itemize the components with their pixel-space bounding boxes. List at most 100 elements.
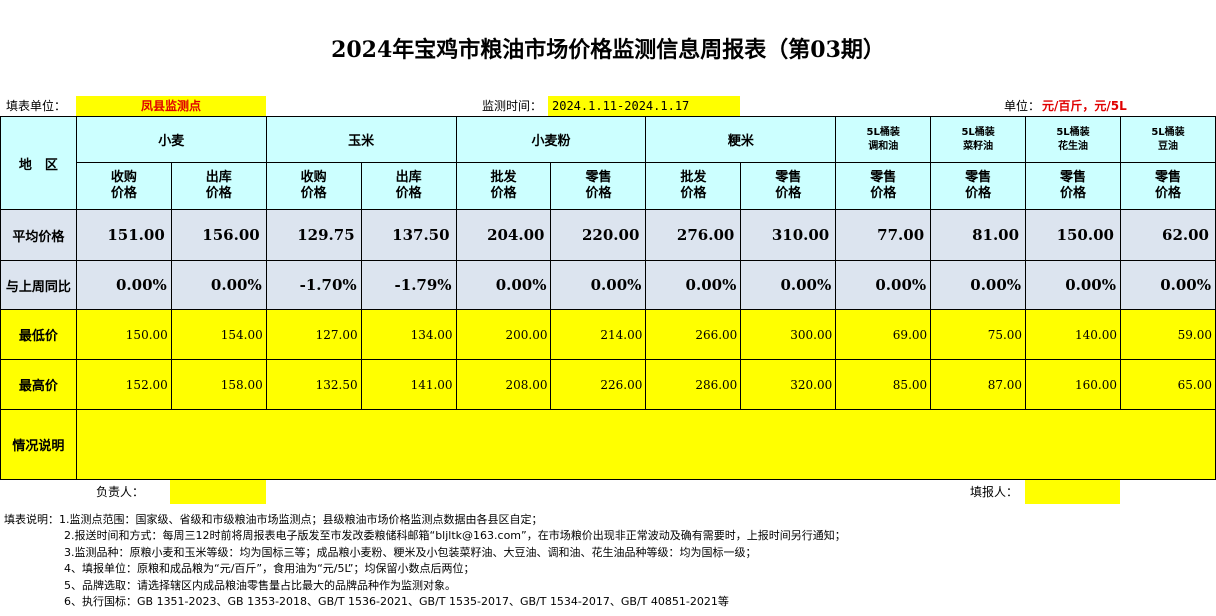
avg-value[interactable]: 151.00	[75, 209, 172, 261]
header-group-wheat: 小麦	[75, 116, 267, 163]
max-value[interactable]: 160.00	[1025, 359, 1121, 410]
row-max: 最高价 152.00 158.00 132.50 141.00 208.00 2…	[0, 359, 1216, 410]
max-value[interactable]: 152.00	[75, 359, 172, 410]
min-value[interactable]: 140.00	[1025, 309, 1121, 360]
price-table: 地 区 小麦 玉米 小麦粉 粳米 5L桶装 调和油 5L桶装 菜籽油 5L桶装 花生油…	[0, 116, 1216, 480]
min-value[interactable]: 134.00	[360, 309, 457, 360]
header-group-flour: 小麦粉	[455, 116, 647, 163]
header-oil-peanut: 5L桶装 花生油	[1025, 116, 1121, 163]
row-label: 与上周同比	[0, 260, 77, 310]
avg-value[interactable]: 62.00	[1119, 209, 1216, 261]
yoy-value[interactable]: -1.79%	[360, 260, 457, 310]
signature-row: 负责人： 填报人：	[0, 480, 1216, 504]
max-value[interactable]: 87.00	[930, 359, 1027, 410]
yoy-value[interactable]: 0.00%	[645, 260, 742, 310]
subheader-cell: 零售 价格	[930, 162, 1027, 210]
responsible-field[interactable]	[170, 480, 266, 504]
instructions: 填表说明：1.监测点范围：国家级、省级和市级粮油市场监测点；县级粮油市场价格监测…	[4, 512, 1214, 610]
time-label: 监测时间：	[482, 99, 543, 113]
responsible-label: 负责人：	[96, 485, 145, 499]
avg-value[interactable]: 129.75	[265, 209, 362, 261]
subheader-cell: 零售 价格	[1119, 162, 1216, 210]
min-value[interactable]: 300.00	[740, 309, 837, 360]
row-label: 平均价格	[0, 209, 77, 261]
header-region: 地 区	[0, 116, 77, 210]
min-value[interactable]: 154.00	[170, 309, 267, 360]
filler-label: 填报人：	[970, 485, 1019, 499]
avg-value[interactable]: 276.00	[645, 209, 742, 261]
yoy-value[interactable]: 0.00%	[550, 260, 647, 310]
min-value[interactable]: 59.00	[1119, 309, 1216, 360]
max-value[interactable]: 141.00	[360, 359, 457, 410]
row-min: 最低价 150.00 154.00 127.00 134.00 200.00 2…	[0, 309, 1216, 360]
filler-field[interactable]	[1025, 480, 1120, 504]
subheader-cell: 零售 价格	[550, 162, 647, 210]
min-value[interactable]: 69.00	[835, 309, 932, 360]
avg-value[interactable]: 204.00	[455, 209, 552, 261]
yoy-value[interactable]: 0.00%	[170, 260, 267, 310]
time-value[interactable]: 2024.1.11-2024.1.17	[548, 96, 740, 116]
subheader-cell: 零售 价格	[1025, 162, 1121, 210]
row-label: 情况说明	[0, 409, 77, 480]
max-value[interactable]: 132.50	[265, 359, 362, 410]
min-value[interactable]: 200.00	[455, 309, 552, 360]
avg-value[interactable]: 156.00	[170, 209, 267, 261]
row-label: 最低价	[0, 309, 77, 360]
yoy-value[interactable]: 0.00%	[740, 260, 837, 310]
yoy-value[interactable]: 0.00%	[75, 260, 172, 310]
note-line: 5、品牌选取：请选择辖区内成品粮油零售量占比最大的品牌品种作为监测对象。	[64, 578, 456, 592]
avg-value[interactable]: 77.00	[835, 209, 932, 261]
note-line: 3.监测品种：原粮小麦和玉米等级：均为国标三等；成品粮小麦粉、粳米及小包装菜籽油…	[64, 545, 757, 559]
avg-value[interactable]: 220.00	[550, 209, 647, 261]
subheader-cell: 批发 价格	[645, 162, 742, 210]
header-oil-blend: 5L桶装 调和油	[835, 116, 932, 163]
page-title: 2024年宝鸡市粮油市场价格监测信息周报表（第03期）	[331, 37, 885, 63]
min-value[interactable]: 75.00	[930, 309, 1027, 360]
yoy-value[interactable]: 0.00%	[1025, 260, 1121, 310]
header-oil-rapeseed: 5L桶装 菜籽油	[930, 116, 1027, 163]
note-line: 6、执行国标：GB 1351-2023、GB 1353-2018、GB/T 15…	[64, 595, 729, 609]
note-line: 2.报送时间和方式：每周三12时前将周报表电子版发至市发改委粮储科邮箱“bljl…	[64, 529, 846, 543]
measure-value: 元/百斤，元/5L	[1042, 99, 1127, 113]
header-group-rice: 粳米	[645, 116, 837, 163]
info-row: 填表单位： 凤县监测点 监测时间： 2024.1.11-2024.1.17 单位…	[0, 96, 1216, 116]
unit-value[interactable]: 凤县监测点	[76, 96, 266, 116]
note-line: 填表说明：1.监测点范围：国家级、省级和市级粮油市场监测点；县级粮油市场价格监测…	[4, 513, 543, 526]
min-value[interactable]: 214.00	[550, 309, 647, 360]
subheader-cell: 出库 价格	[170, 162, 267, 210]
min-value[interactable]: 127.00	[265, 309, 362, 360]
max-value[interactable]: 85.00	[835, 359, 932, 410]
max-value[interactable]: 226.00	[550, 359, 647, 410]
yoy-value[interactable]: 0.00%	[455, 260, 552, 310]
subheader-cell: 收购 价格	[75, 162, 172, 210]
max-value[interactable]: 208.00	[455, 359, 552, 410]
avg-value[interactable]: 150.00	[1025, 209, 1121, 261]
row-label: 最高价	[0, 359, 77, 410]
max-value[interactable]: 286.00	[645, 359, 742, 410]
subheader-cell: 零售 价格	[835, 162, 932, 210]
avg-value[interactable]: 137.50	[360, 209, 457, 261]
note-line: 4、填报单位：原粮和成品粮为“元/百斤”，食用油为“元/5L”；均保留小数点后两…	[64, 562, 475, 576]
min-value[interactable]: 150.00	[75, 309, 172, 360]
avg-value[interactable]: 310.00	[740, 209, 837, 261]
max-value[interactable]: 65.00	[1119, 359, 1216, 410]
yoy-value[interactable]: 0.00%	[835, 260, 932, 310]
row-note: 情况说明	[0, 409, 1216, 480]
header-oil-soybean: 5L桶装 豆油	[1119, 116, 1216, 163]
subheader-cell: 收购 价格	[265, 162, 362, 210]
yoy-value[interactable]: 0.00%	[930, 260, 1027, 310]
yoy-value[interactable]: 0.00%	[1119, 260, 1216, 310]
subheader-cell: 出库 价格	[360, 162, 457, 210]
row-week-compare: 与上周同比 0.00% 0.00% -1.70% -1.79% 0.00% 0.…	[0, 260, 1216, 310]
avg-value[interactable]: 81.00	[930, 209, 1027, 261]
min-value[interactable]: 266.00	[645, 309, 742, 360]
subheader-cell: 零售 价格	[740, 162, 837, 210]
measure-label: 单位：	[1004, 99, 1041, 113]
row-average: 平均价格 151.00 156.00 129.75 137.50 204.00 …	[0, 209, 1216, 261]
max-value[interactable]: 320.00	[740, 359, 837, 410]
header-group-corn: 玉米	[265, 116, 457, 163]
note-field[interactable]	[75, 409, 1216, 480]
max-value[interactable]: 158.00	[170, 359, 267, 410]
subheader-cell: 批发 价格	[455, 162, 552, 210]
yoy-value[interactable]: -1.70%	[265, 260, 362, 310]
